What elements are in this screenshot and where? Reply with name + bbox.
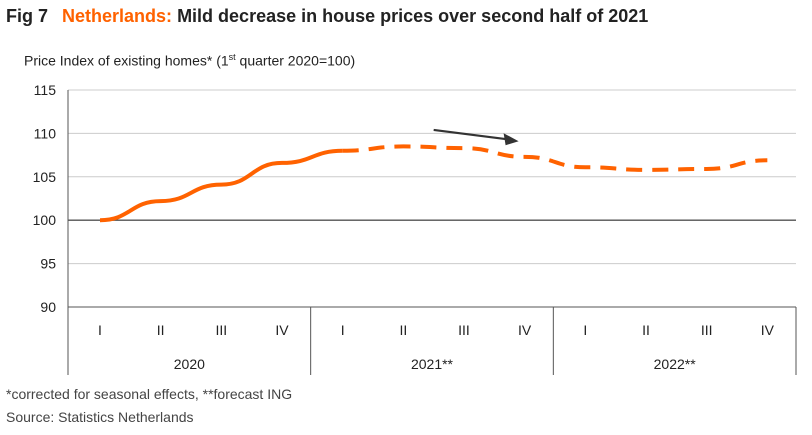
y-axis-title-sup: st (228, 52, 236, 62)
source-note: Source: Statistics Netherlands (6, 409, 194, 425)
year-label: 2022** (654, 356, 697, 372)
x-tick-label: II (642, 322, 650, 338)
x-tick-label: I (583, 322, 587, 338)
forecast-line (342, 144, 768, 172)
y-tick-label: 105 (33, 169, 57, 185)
y-tick-label: 110 (34, 125, 57, 141)
chart-title: Fig 7 Netherlands: Mild decrease in house… (6, 6, 648, 27)
trend-arrow-shaft (433, 128, 507, 141)
trend-arrow-head (503, 133, 519, 146)
title-country: Netherlands: (62, 6, 173, 26)
y-tick-label: 100 (33, 212, 57, 228)
x-tick-label: I (98, 322, 102, 338)
x-tick-label: III (215, 322, 227, 338)
x-tick-label: I (341, 322, 345, 338)
y-tick-label: 90 (40, 299, 56, 315)
y-axis-title-part2: quarter 2020=100) (235, 52, 356, 69)
figure-label: Fig 7 (6, 6, 49, 26)
x-tick-label: IV (275, 322, 289, 338)
x-tick-label: II (399, 322, 407, 338)
x-tick-label: IV (761, 322, 775, 338)
y-tick-label: 95 (40, 256, 56, 272)
y-tick-label: 115 (34, 82, 57, 98)
y-axis-title-part1: Price Index of existing homes* (1 (24, 52, 229, 69)
year-label: 2021** (411, 356, 454, 372)
x-tick-label: III (701, 322, 713, 338)
actual-line (99, 148, 343, 223)
year-label: 2020 (174, 356, 205, 372)
title-text: Mild decrease in house prices over secon… (177, 6, 649, 26)
x-tick-label: IV (518, 322, 532, 338)
y-axis-title: Price Index of existing homes* (1st quar… (24, 52, 355, 69)
x-tick-label: III (458, 322, 470, 338)
x-tick-label: II (157, 322, 165, 338)
footnote: *corrected for seasonal effects, **forec… (6, 386, 293, 402)
